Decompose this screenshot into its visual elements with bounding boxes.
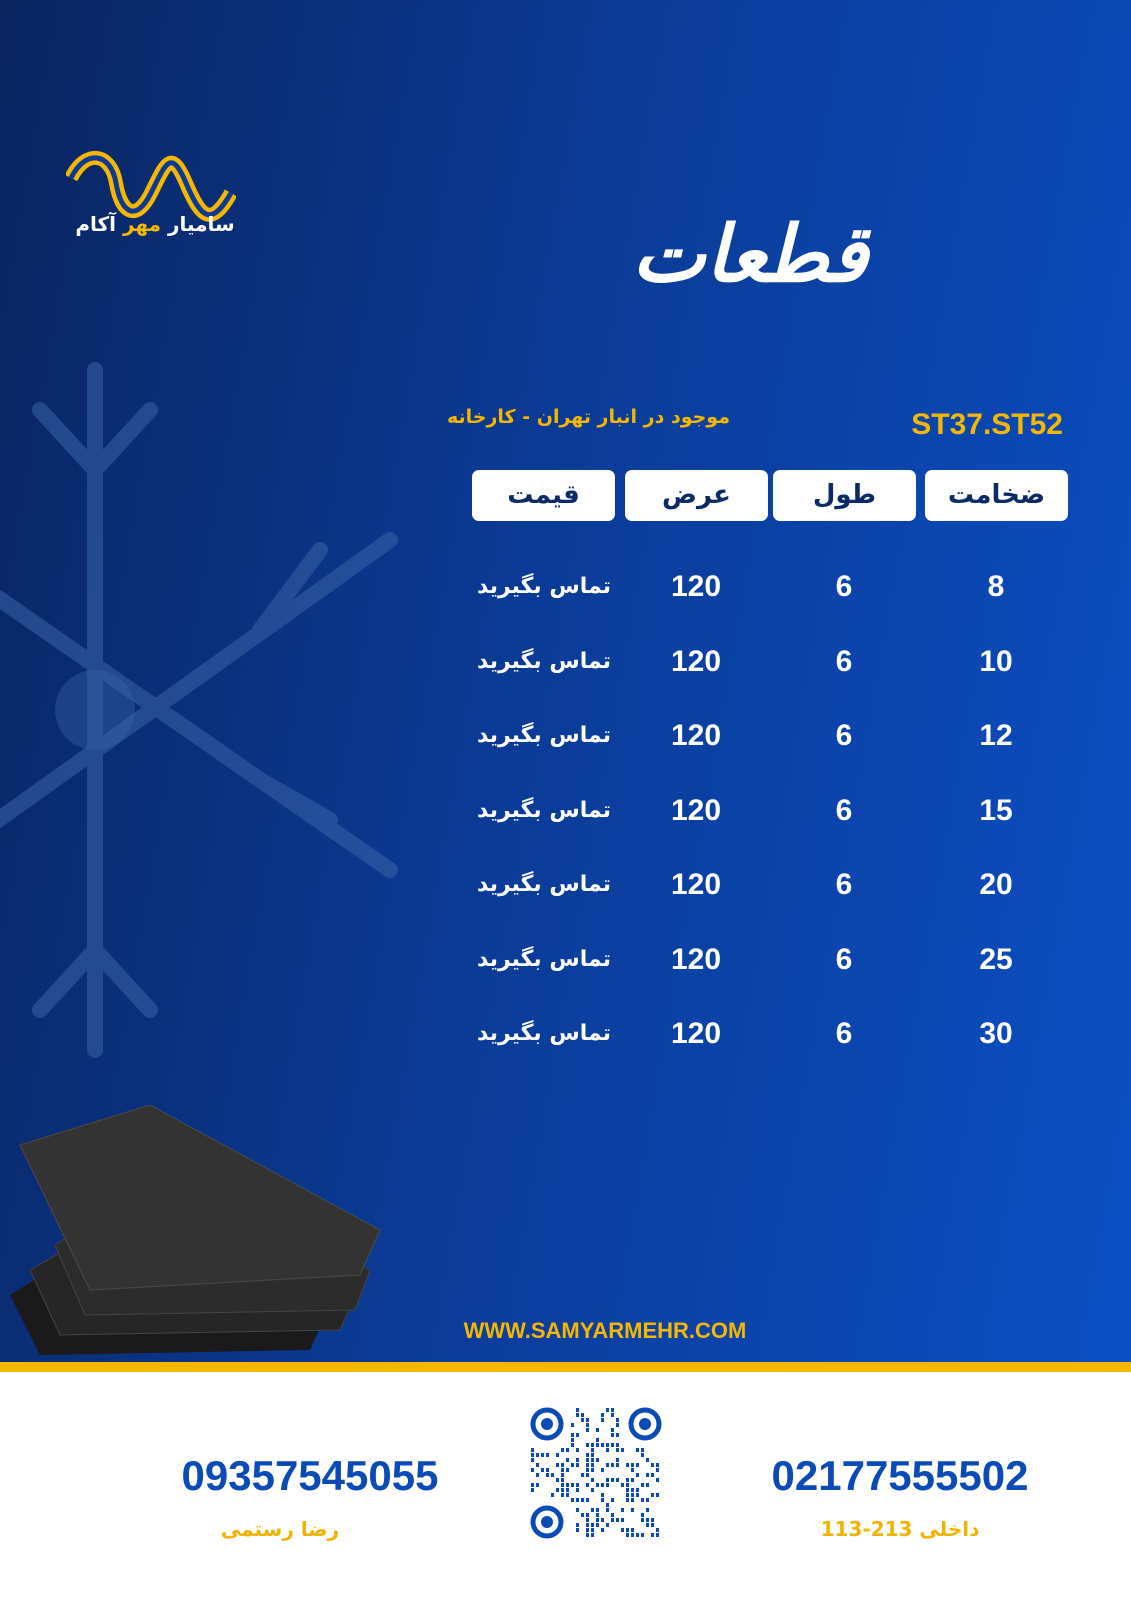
price-cell: تماس بگیرید (477, 723, 611, 748)
width-cell: 120 (670, 793, 722, 827)
footer (0, 1372, 1131, 1600)
page-title: قطعات (631, 210, 869, 300)
length-cell: 6 (835, 719, 853, 752)
length-cell: 6 (835, 570, 853, 603)
price-cell: تماس بگیرید (477, 946, 611, 972)
width-cell: 120 (670, 570, 722, 603)
header-length: طول (773, 470, 916, 521)
price-cell: تماس بگیرید (477, 1021, 611, 1046)
thickness-cell: 12 (979, 719, 1013, 752)
price-cell: تماس بگیرید (477, 648, 611, 674)
thickness-cell: 20 (979, 868, 1013, 901)
qr-code-icon[interactable] (529, 1406, 663, 1540)
width-cell: 120 (670, 644, 722, 678)
thickness-cell: 30 (979, 1017, 1013, 1050)
length-cell: 6 (835, 1017, 853, 1050)
office-phone[interactable]: 02177555502 (771, 1452, 1029, 1499)
width-cell: 120 (670, 868, 722, 901)
header-thickness: ضخامت (925, 470, 1068, 521)
length-cell: 6 (835, 644, 853, 678)
mobile-phone[interactable]: 09357545055 (181, 1452, 439, 1499)
width-cell: 120 (670, 719, 722, 752)
brand-name: سامیار مهر آکام (75, 212, 235, 236)
contact-person: رضا رستمی (220, 1517, 340, 1541)
thickness-cell: 8 (987, 570, 1005, 603)
steel-grade: ST37.ST52 (911, 408, 1063, 441)
thickness-cell: 25 (979, 942, 1013, 976)
price-cell: تماس بگیرید (477, 574, 611, 599)
length-cell: 6 (835, 942, 853, 976)
width-cell: 120 (670, 1017, 722, 1050)
length-cell: 6 (835, 868, 853, 901)
price-cell: تماس بگیرید (477, 872, 611, 897)
website-link[interactable]: WWW.SAMYARMEHR.COM (463, 1318, 747, 1343)
logo-icon (66, 151, 236, 222)
snowflake-decoration-icon (0, 362, 398, 1058)
thickness-cell: 15 (979, 793, 1013, 827)
steel-plates-image (10, 1105, 381, 1355)
thickness-cell: 10 (979, 644, 1013, 678)
header-width: عرض (625, 470, 768, 521)
price-cell: تماس بگیرید (477, 797, 611, 823)
footer-divider (0, 1362, 1131, 1372)
stock-note: موجود در انبار تهران - کارخانه (447, 406, 730, 428)
length-cell: 6 (835, 793, 853, 827)
office-extension: داخلی 213-113 (820, 1517, 980, 1541)
header-price: قیمت (472, 470, 615, 521)
width-cell: 120 (670, 942, 722, 976)
